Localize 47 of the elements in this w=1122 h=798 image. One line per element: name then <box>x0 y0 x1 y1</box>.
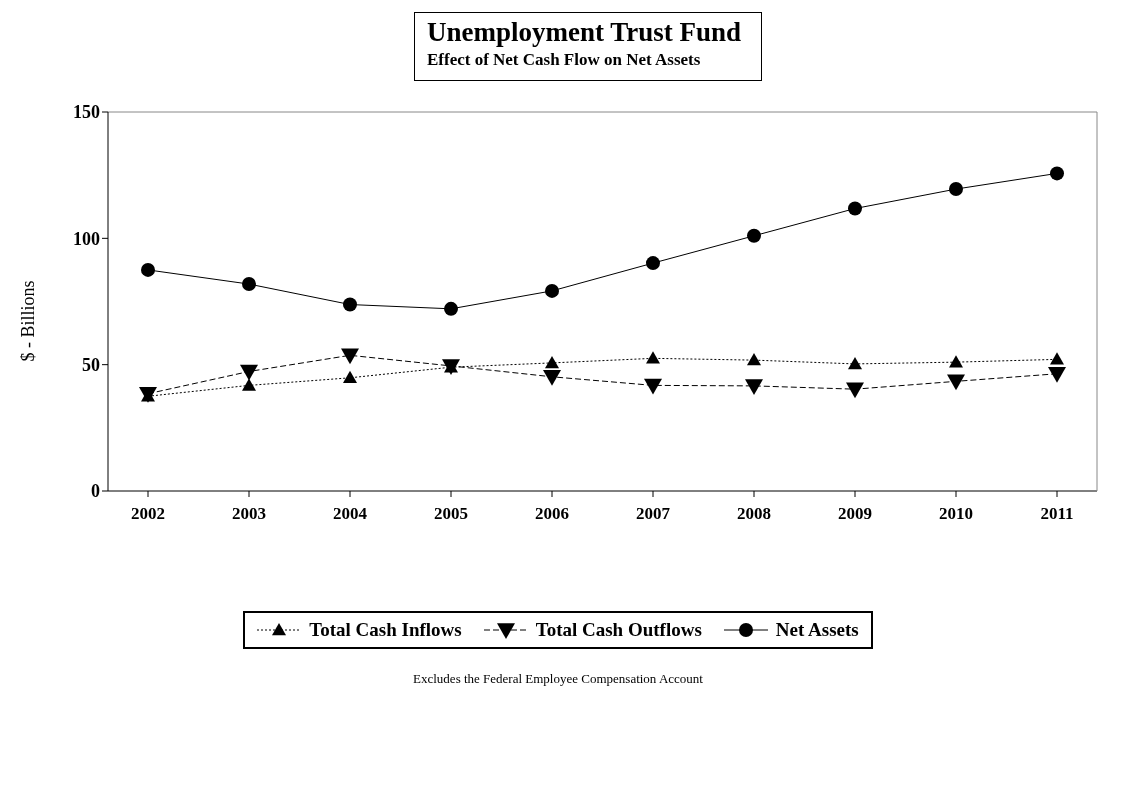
legend-label: Net Assets <box>775 619 859 641</box>
point <box>745 379 763 395</box>
chart-subtitle: Effect of Net Cash Flow on Net Assets <box>426 50 702 70</box>
legend-label: Total Cash Outflows <box>535 619 702 641</box>
point <box>341 348 359 365</box>
point <box>343 370 357 384</box>
y-tick-label: 50 <box>82 355 100 376</box>
point <box>543 370 561 386</box>
point <box>545 355 559 369</box>
y-tick-label: 150 <box>73 102 100 123</box>
point <box>545 283 559 298</box>
point <box>1048 367 1066 383</box>
point <box>949 355 963 368</box>
x-tick-label: 2010 <box>939 504 973 524</box>
point <box>646 351 660 364</box>
point <box>242 277 256 292</box>
point <box>343 297 357 312</box>
point <box>949 182 963 197</box>
x-tick-label: 2004 <box>333 504 368 524</box>
x-tick-label: 2002 <box>131 504 165 524</box>
x-tick-label: 2003 <box>232 504 266 524</box>
point <box>947 374 965 391</box>
point <box>747 353 761 366</box>
y-tick-label: 100 <box>73 228 100 249</box>
x-tick-label: 2007 <box>636 504 671 524</box>
text: Excludes the Federal Employee Compensation Account <box>412 671 704 687</box>
chart-title: Unemployment Trust Fund <box>426 17 742 48</box>
point <box>846 382 864 399</box>
point <box>747 228 761 243</box>
point <box>848 356 862 370</box>
x-tick-label: 2005 <box>434 504 468 524</box>
point <box>1050 166 1064 181</box>
point <box>141 262 155 277</box>
x-tick-label: 2006 <box>535 504 569 524</box>
point <box>240 364 258 381</box>
x-tick-label: 2009 <box>838 504 872 524</box>
y-axis-title: $ - Billions <box>17 280 39 362</box>
point <box>444 301 458 316</box>
point <box>242 378 256 391</box>
y-tick-label: 0 <box>91 481 100 502</box>
point <box>848 201 862 216</box>
x-tick-label: 2011 <box>1040 504 1074 524</box>
x-tick-label: 2008 <box>737 504 771 524</box>
point <box>1050 352 1064 365</box>
point <box>646 256 660 271</box>
legend-label: Total Cash Inflows <box>309 619 462 641</box>
point <box>644 378 662 395</box>
